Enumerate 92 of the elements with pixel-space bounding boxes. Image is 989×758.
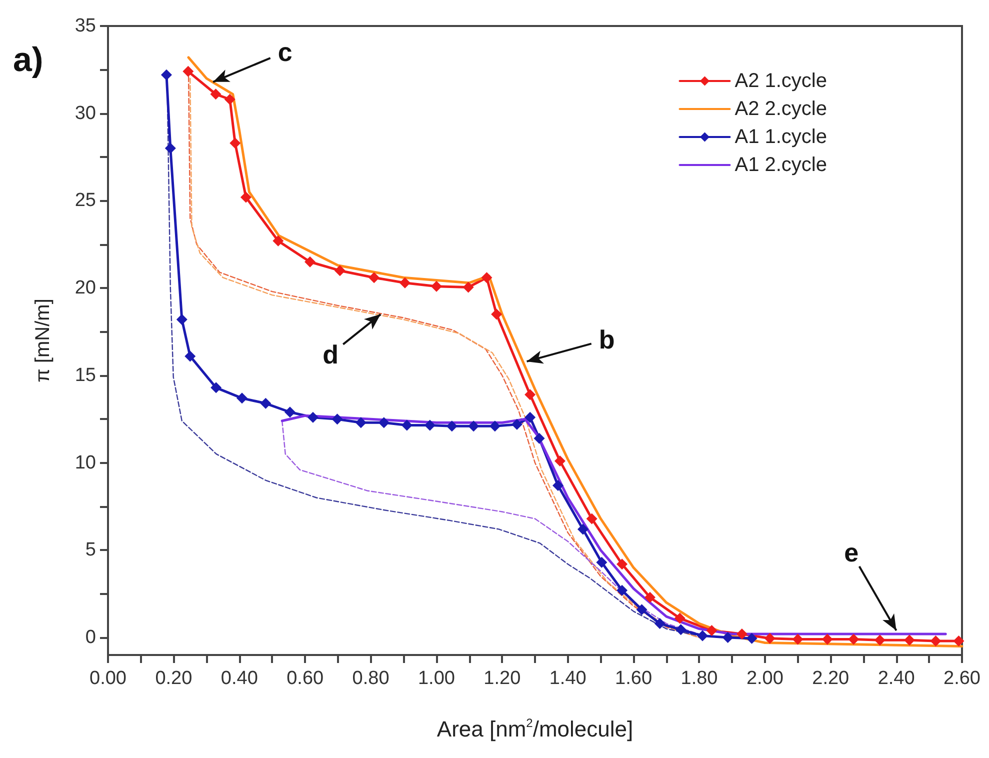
- point: [164, 142, 176, 154]
- point: [176, 314, 188, 326]
- x-tick-label: 1.20: [484, 668, 521, 689]
- x-tick-label: 0.60: [286, 668, 324, 689]
- y-axis-title: π [mN/m]: [32, 298, 54, 382]
- point: [304, 256, 316, 268]
- y-tick-label: 30: [74, 102, 96, 124]
- point: [160, 69, 172, 80]
- point: [616, 584, 628, 596]
- point: [736, 628, 748, 640]
- annotation: d: [322, 339, 339, 370]
- legend-label: A1 1.cycle: [734, 126, 827, 148]
- point: [424, 420, 436, 431]
- y-tick-label: 5: [85, 540, 96, 561]
- point: [586, 513, 598, 524]
- point: [182, 66, 194, 77]
- point: [332, 414, 343, 425]
- point: [616, 558, 628, 570]
- point: [430, 280, 442, 292]
- x-tick-label: 2.00: [746, 668, 784, 689]
- point: [953, 636, 964, 647]
- point: [654, 618, 666, 630]
- point: [260, 398, 272, 409]
- annotation: e: [844, 538, 859, 568]
- point: [446, 420, 458, 432]
- point: [636, 604, 648, 616]
- point: [675, 624, 686, 636]
- chart-title: a): [13, 41, 44, 79]
- legend-label: A1 2.cycle: [734, 154, 827, 176]
- point: [462, 282, 474, 293]
- point: [491, 308, 502, 320]
- y-tick-label: 20: [74, 278, 96, 299]
- point: [468, 420, 480, 432]
- y-tick-label: 25: [74, 190, 96, 212]
- y-tick-label: 10: [74, 452, 96, 474]
- point: [307, 412, 318, 423]
- point: [577, 524, 588, 535]
- point: [596, 556, 608, 568]
- legend-label: A2 2.cycle: [734, 98, 827, 120]
- point: [284, 406, 296, 418]
- point: [848, 634, 860, 645]
- point: [524, 412, 536, 423]
- x-tick-label: 0.20: [155, 668, 192, 689]
- point: [524, 389, 536, 400]
- point: [236, 392, 248, 404]
- point: [930, 636, 942, 647]
- point: [378, 417, 390, 428]
- point: [210, 382, 222, 394]
- point: [822, 634, 833, 645]
- point: [240, 192, 252, 203]
- point: [792, 634, 804, 645]
- x-tick-label: 2.60: [944, 668, 980, 689]
- point: [489, 420, 500, 432]
- legend-label: A2 1.cycle: [734, 70, 827, 92]
- point: [401, 420, 412, 431]
- point: [722, 632, 734, 644]
- x-tick-label: 1.40: [549, 668, 586, 689]
- y-tick-label: 0: [85, 627, 96, 648]
- annotation: b: [598, 324, 615, 354]
- point: [511, 418, 522, 430]
- point: [355, 417, 366, 428]
- point: [644, 592, 656, 603]
- point: [554, 456, 566, 467]
- point: [706, 625, 718, 636]
- point: [230, 138, 241, 149]
- point: [874, 634, 886, 646]
- point: [272, 235, 284, 246]
- x-tick-label: 2.40: [878, 668, 915, 689]
- point: [334, 265, 346, 276]
- x-tick-label: 0.00: [90, 668, 126, 689]
- x-tick-label: 1.60: [615, 668, 652, 689]
- point: [224, 94, 236, 105]
- point: [904, 634, 915, 646]
- x-tick-label: 0.40: [220, 668, 258, 689]
- x-tick-label: 1.80: [680, 668, 718, 689]
- annotation: c: [278, 36, 292, 67]
- y-tick-label: 35: [74, 16, 96, 36]
- point: [674, 612, 686, 624]
- point: [764, 632, 776, 644]
- point: [552, 480, 564, 492]
- point: [746, 632, 758, 644]
- point: [184, 350, 196, 362]
- x-tick-label: 0.80: [352, 668, 390, 689]
- point: [210, 88, 222, 100]
- x-tick-label: 2.20: [812, 668, 850, 689]
- point: [368, 272, 380, 284]
- y-tick-label: 15: [74, 364, 96, 386]
- x-tick-label: 1.00: [418, 668, 455, 689]
- point: [481, 272, 492, 284]
- point: [399, 277, 410, 288]
- point: [697, 630, 708, 642]
- point: [534, 432, 545, 444]
